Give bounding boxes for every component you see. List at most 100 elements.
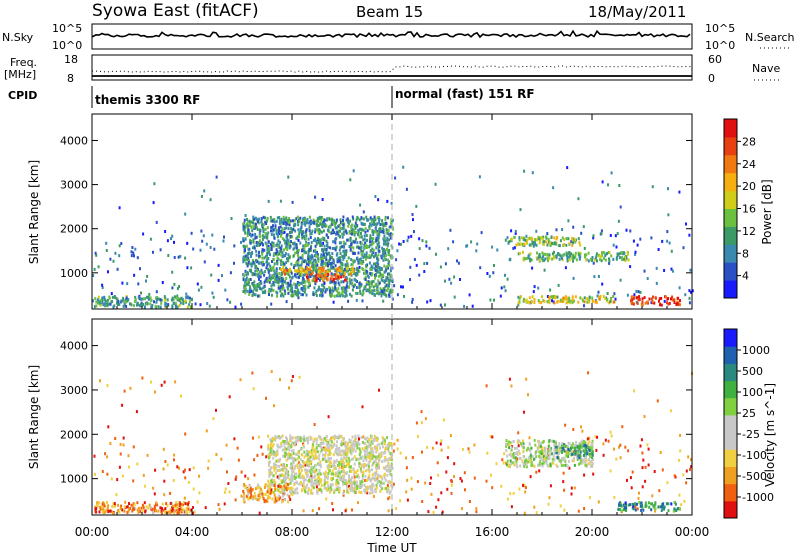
range-cell	[371, 266, 374, 270]
range-cell	[379, 475, 382, 478]
range-cell	[544, 449, 546, 453]
range-cell	[578, 241, 581, 245]
range-cell	[499, 294, 502, 298]
range-cell	[281, 468, 284, 472]
range-cell	[561, 228, 564, 231]
range-cell	[358, 453, 361, 456]
range-cell	[244, 284, 247, 288]
range-cell	[301, 257, 304, 261]
range-cell	[252, 272, 254, 276]
range-cell	[529, 459, 532, 463]
range-cell	[292, 449, 295, 453]
range-cell	[366, 448, 369, 452]
range-cell	[276, 443, 279, 447]
range-cell	[335, 294, 338, 298]
range-cell	[388, 468, 390, 472]
range-cell	[437, 473, 440, 477]
nsky-tick-bottom: 10^0	[52, 39, 82, 52]
range-cell	[338, 465, 341, 469]
range-cell	[375, 236, 378, 240]
range-cell	[578, 253, 581, 257]
range-cell	[345, 289, 348, 293]
range-cell	[346, 262, 349, 266]
range-cell	[132, 445, 135, 449]
range-cell	[357, 228, 360, 232]
range-cell	[510, 454, 513, 458]
range-cell	[379, 287, 382, 291]
range-cell	[253, 458, 256, 462]
range-cell	[399, 242, 402, 246]
range-cell	[254, 216, 257, 220]
range-cell	[367, 280, 370, 284]
range-cell	[440, 439, 443, 443]
range-cell	[541, 454, 544, 458]
range-cell	[186, 241, 189, 245]
range-cell	[683, 499, 686, 503]
range-cell	[330, 294, 332, 298]
range-cell	[327, 264, 329, 268]
range-cell	[106, 298, 109, 302]
range-cell	[531, 240, 534, 244]
range-cell	[177, 297, 180, 300]
range-cell	[559, 449, 562, 452]
range-cell	[382, 299, 385, 303]
range-cell	[543, 268, 546, 272]
range-cell	[319, 229, 322, 233]
range-cell	[339, 294, 342, 298]
range-cell	[525, 377, 528, 381]
range-cell	[381, 487, 384, 491]
range-cell	[576, 451, 579, 455]
range-cell	[352, 169, 355, 173]
range-cell	[275, 277, 278, 281]
range-cell	[267, 443, 270, 447]
range-cell	[592, 236, 595, 240]
range-cell	[270, 245, 273, 248]
range-cell	[242, 260, 245, 264]
range-cell	[390, 480, 393, 484]
range-cell	[354, 221, 357, 225]
range-cell	[272, 265, 275, 269]
range-cell	[335, 459, 338, 462]
range-cell	[337, 481, 339, 485]
range-cell	[338, 259, 341, 263]
range-cell	[369, 268, 372, 271]
range-cell	[361, 267, 364, 270]
range-cell	[539, 459, 542, 463]
range-cell	[582, 225, 585, 229]
range-cell	[302, 485, 305, 489]
range-cell	[348, 475, 351, 479]
range-cell	[489, 435, 492, 438]
range-cell	[387, 486, 390, 490]
range-cell	[331, 469, 334, 473]
range-cell	[353, 278, 356, 282]
range-cell	[281, 229, 284, 233]
range-cell	[311, 509, 314, 513]
range-cell	[253, 217, 256, 221]
range-cell	[652, 295, 654, 299]
range-cell	[295, 217, 298, 221]
range-cell	[374, 195, 377, 198]
range-cell	[332, 300, 335, 304]
range-cell	[153, 182, 156, 186]
range-cell	[613, 495, 616, 499]
range-cell	[283, 280, 286, 284]
range-cell	[257, 241, 260, 245]
range-cell	[282, 294, 285, 298]
range-cell	[367, 256, 370, 259]
range-cell	[108, 295, 111, 299]
range-cell	[362, 470, 365, 474]
range-cell	[591, 458, 594, 462]
range-cell	[579, 455, 582, 459]
range-cell	[625, 257, 628, 261]
range-cell	[200, 194, 203, 198]
range-cell	[294, 464, 297, 468]
range-cell	[246, 234, 249, 238]
range-cell	[263, 280, 266, 284]
range-cell	[380, 230, 383, 234]
range-cell	[249, 239, 252, 243]
range-cell	[288, 241, 291, 245]
range-cell	[95, 300, 98, 304]
range-cell	[294, 251, 297, 255]
range-cell	[296, 235, 299, 239]
range-cell	[338, 446, 341, 450]
